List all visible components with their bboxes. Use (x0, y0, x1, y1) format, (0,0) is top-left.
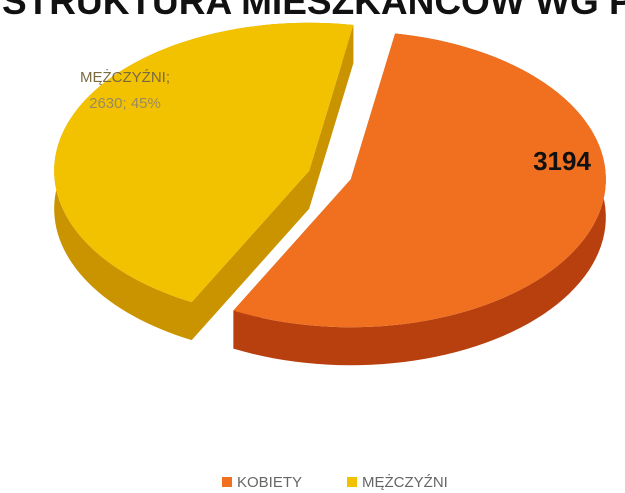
data-label: 2630; 45% (89, 95, 161, 112)
slice (233, 33, 606, 328)
legend-label: MĘŻCZYŹNI (362, 473, 448, 491)
legend-label: KOBIETY (237, 474, 302, 491)
chart-title: STRUKTURA MIESZKAŃCÓW WG P (2, 0, 625, 22)
legend-swatch (347, 477, 357, 487)
data-label: 3194 (533, 146, 591, 176)
data-label: MĘŻCZYŹNI; (80, 68, 170, 86)
slice-side (233, 33, 606, 366)
legend-swatch (222, 477, 232, 487)
slice (54, 22, 354, 303)
